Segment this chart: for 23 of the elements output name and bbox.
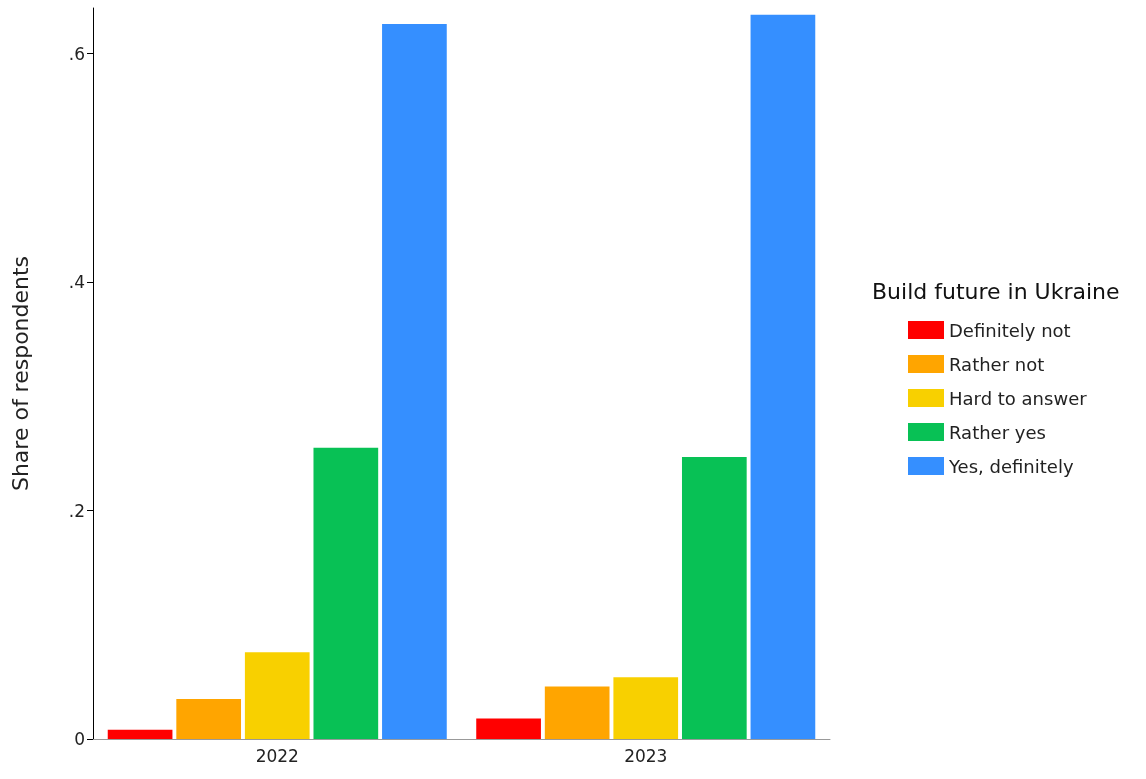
legend-title: Build future in Ukraine [872,278,1120,304]
y-tick-label: 0 [74,729,85,749]
legend-label: Rather yes [949,421,1046,443]
bar [244,652,310,739]
y-axis-title: Share of respondents [7,255,33,492]
legend-label: Yes, definitely [948,455,1074,477]
bar [176,699,242,739]
bar [107,729,173,739]
bar [750,14,816,739]
bar [681,456,747,739]
bar [613,677,679,739]
bar [313,447,379,739]
bar [544,686,610,739]
bar [382,23,447,739]
legend-label: Rather not [949,353,1045,375]
y-tick-label: .4 [68,272,85,293]
legend-label: Definitely not [949,319,1071,341]
x-tick-label: 2023 [624,745,668,766]
y-tick-label: .2 [68,500,85,521]
bar [476,718,541,739]
y-tick-label: .6 [68,43,85,64]
x-tick-label: 2022 [255,745,299,766]
legend-label: Hard to answer [949,387,1088,409]
